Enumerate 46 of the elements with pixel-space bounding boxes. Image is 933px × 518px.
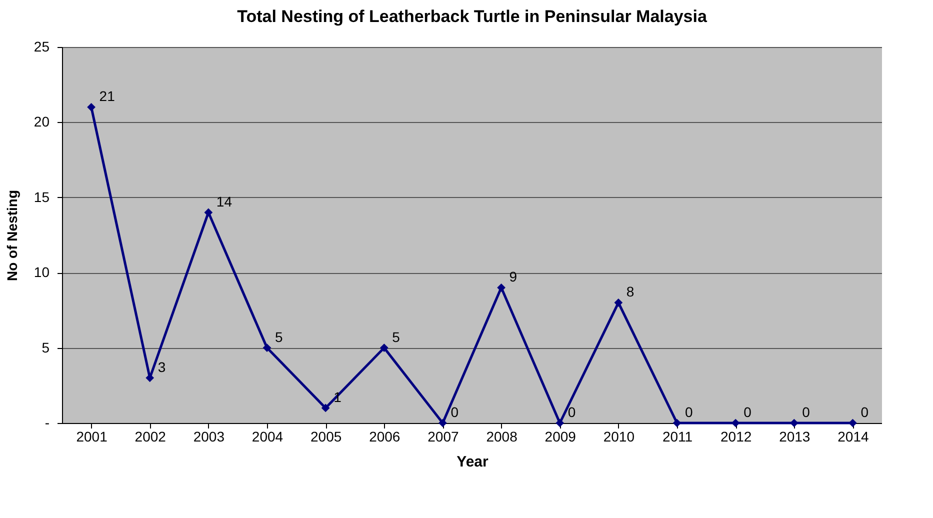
data-label: 0: [744, 404, 752, 420]
data-label: 3: [158, 358, 166, 375]
y-tick-label: 20: [34, 114, 50, 130]
point: [848, 418, 857, 428]
data-label: 5: [392, 328, 400, 345]
x-tick-label: 2004: [252, 428, 284, 444]
point: [87, 102, 96, 112]
y-tick-label: -: [44, 414, 50, 430]
x-tick-label: 2009: [544, 428, 576, 444]
y-tick-label: 25: [34, 38, 50, 54]
x-axis-title: Year: [456, 454, 489, 470]
data-label: 5: [275, 328, 283, 345]
data-label: 14: [216, 193, 232, 210]
point: [497, 283, 506, 292]
x-tick-label: 2002: [134, 428, 166, 444]
data-label: 21: [99, 88, 116, 104]
data-label: 0: [685, 404, 693, 420]
data-label: 0: [450, 404, 459, 420]
x-tick-label: 2001: [76, 428, 108, 444]
point: [556, 418, 564, 428]
point: [672, 418, 682, 428]
data-label: 8: [626, 284, 634, 300]
x-tick-label: 2010: [603, 428, 635, 444]
x-tick-label: 2011: [662, 428, 693, 444]
x-tick-label: 2013: [779, 428, 810, 444]
point: [380, 344, 388, 352]
data-label: 0: [860, 404, 869, 420]
x-tick-label: 2014: [838, 428, 869, 444]
point: [614, 298, 623, 307]
x-tick-label: 2005: [310, 428, 342, 444]
y-tick-label: 5: [42, 339, 50, 356]
data-label: 0: [568, 404, 576, 420]
x-tick-label: 2008: [486, 428, 518, 444]
point: [438, 418, 447, 428]
y-tick-label: 15: [34, 188, 50, 205]
x-tick-label: 2012: [720, 428, 752, 444]
chart-title: Total Nesting of Leatherback Turtle in Peninsular Malaysia: [237, 7, 708, 26]
x-tick-label: 2003: [193, 428, 225, 444]
y-axis-title: No of Nesting: [4, 190, 20, 281]
y-tick-label: 10: [34, 264, 50, 280]
point: [262, 344, 272, 352]
point: [204, 208, 213, 217]
x-tick-label: 2006: [369, 428, 400, 444]
x-tick-label: 2007: [428, 428, 459, 444]
data-label: 0: [802, 404, 810, 420]
point: [321, 404, 330, 412]
